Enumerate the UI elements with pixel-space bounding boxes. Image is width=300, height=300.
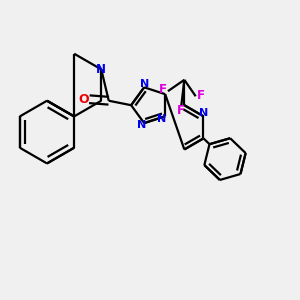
Text: N: N (199, 108, 208, 118)
Text: N: N (136, 121, 146, 130)
Text: F: F (197, 88, 205, 102)
Text: O: O (79, 93, 89, 106)
Text: N: N (157, 114, 166, 124)
Text: N: N (96, 63, 106, 76)
Text: F: F (158, 83, 166, 97)
Text: N: N (140, 79, 150, 89)
Text: F: F (177, 104, 185, 117)
